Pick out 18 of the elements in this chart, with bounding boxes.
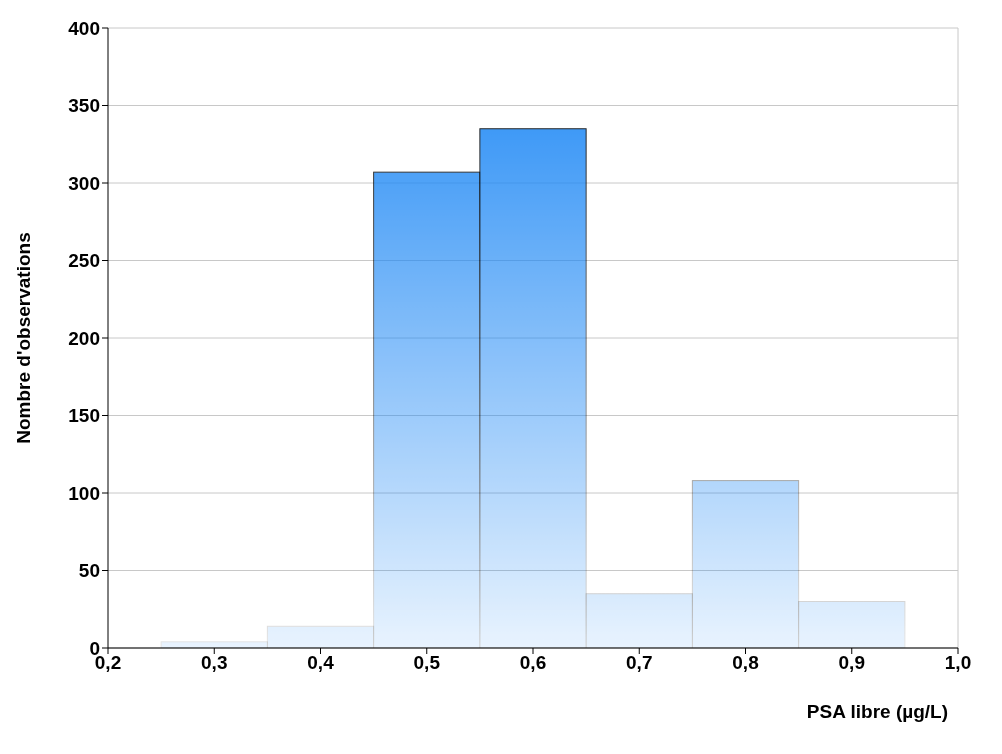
y-tick-label: 200: [68, 327, 100, 349]
x-tick-label: 0,7: [626, 652, 653, 674]
y-tick-label: 300: [68, 172, 100, 194]
x-tick-label: 0,8: [732, 652, 759, 674]
y-tick-label: 100: [68, 482, 100, 504]
x-tick-label: 0,4: [307, 652, 335, 674]
y-tick-label: 150: [68, 405, 100, 427]
x-tick-label: 0,3: [201, 652, 228, 674]
x-tick-label: 0,5: [413, 652, 441, 674]
y-tick-label: 50: [78, 560, 100, 582]
x-axis-title: PSA libre (µg/L): [806, 701, 948, 722]
x-tick-label: 0,9: [838, 652, 865, 674]
x-tick-label: 1,0: [944, 652, 972, 674]
y-tick-label: 250: [68, 250, 100, 272]
y-tick-label: 400: [68, 17, 100, 39]
y-axis-title: Nombre d'observations: [12, 232, 34, 444]
y-tick-label: 350: [68, 95, 100, 117]
x-tick-label: 0,6: [519, 652, 547, 674]
